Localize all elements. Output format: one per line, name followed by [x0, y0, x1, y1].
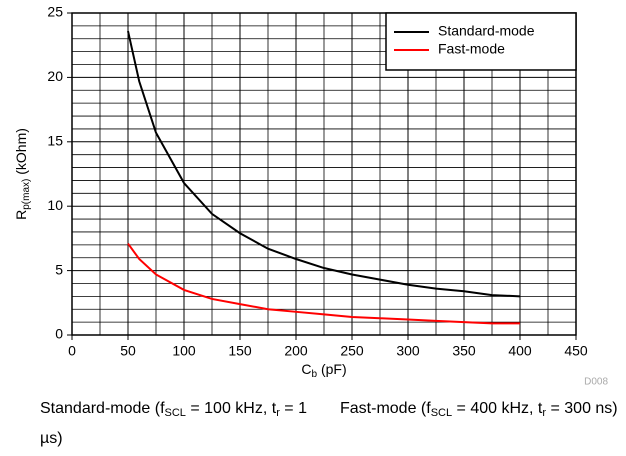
caption: Standard-mode (fSCL = 100 kHz, tr = 1 µs… — [40, 394, 310, 454]
caption-text: Fast-mode (f — [340, 400, 431, 417]
x-tick-label: 250 — [340, 343, 364, 359]
legend-label: Fast-mode — [438, 41, 505, 57]
caption-sub: r — [542, 407, 547, 419]
y-tick-label: 25 — [47, 4, 63, 20]
line — [127, 30, 521, 298]
legend-box — [385, 12, 577, 71]
x-tick-label: 400 — [508, 343, 532, 359]
x-tick-label: 300 — [396, 343, 420, 359]
x-tick-label: 0 — [68, 343, 76, 359]
caption-sub: r — [276, 407, 280, 419]
caption-text: = 1 µs) — [40, 400, 307, 447]
x-tick-label: 450 — [564, 343, 588, 359]
x-tick-label: 50 — [120, 343, 136, 359]
y-tick-label: 10 — [47, 197, 63, 213]
x-label-main: C — [301, 361, 311, 377]
y-axis-label: Rp(max) (kOhm) — [13, 128, 32, 220]
caption-text: = 400 kHz, t — [452, 400, 543, 417]
caption-text: Standard-mode (f — [40, 400, 165, 417]
chart: Rp(max) (kOhm) Cb (pF) D008 0 50 100 150 200… — [13, 4, 609, 388]
y-tick-label: 5 — [55, 261, 63, 277]
caption-sub: SCL — [164, 407, 186, 419]
line — [127, 242, 520, 325]
caption-text: = 100 kHz, t — [185, 400, 277, 417]
x-label-sub: b — [312, 369, 318, 380]
y-label-main: R — [13, 210, 29, 220]
y-tick-label: 0 — [55, 326, 63, 342]
y-tick-label: 15 — [47, 133, 63, 149]
caption-sub: SCL — [430, 407, 453, 419]
x-tick-label: 100 — [172, 343, 196, 359]
watermark: D008 — [584, 377, 608, 388]
y-label-rest: (kOhm) — [13, 128, 29, 179]
legend-label: Standard-mode — [438, 23, 535, 39]
y-label-sub: p(max) — [21, 179, 32, 210]
plot-frame — [71, 12, 577, 336]
x-tick-label: 200 — [284, 343, 308, 359]
x-tick-label: 150 — [228, 343, 252, 359]
y-tick-label: 20 — [47, 68, 63, 84]
caption-text: = 300 ns) — [546, 400, 618, 417]
caption: Fast-mode (fSCL = 400 kHz, tr = 300 ns) — [340, 394, 622, 424]
x-tick-label: 350 — [452, 343, 476, 359]
x-label-rest: (pF) — [317, 361, 347, 377]
x-axis-label: Cb (pF) — [301, 361, 346, 380]
